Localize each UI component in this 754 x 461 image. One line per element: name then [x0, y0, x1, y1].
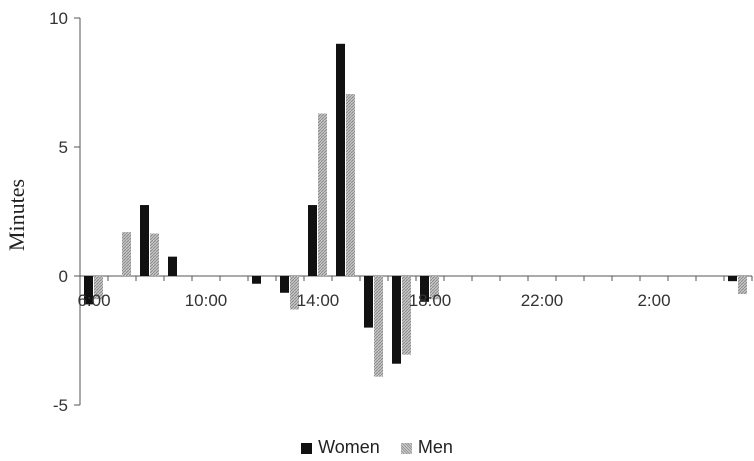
- x-tick-label: 18:00: [409, 291, 452, 310]
- bar-men: [430, 276, 439, 300]
- bar-women: [392, 276, 401, 364]
- axes: [74, 17, 753, 406]
- bar-men: [122, 232, 131, 276]
- bar-men: [374, 276, 383, 377]
- bar-men: [738, 276, 747, 295]
- legend: Women Men: [0, 436, 754, 458]
- bar-women: [168, 256, 177, 276]
- bar-women: [420, 276, 429, 302]
- bars: [84, 43, 747, 377]
- x-tick-label: 6:00: [77, 291, 110, 310]
- legend-label-women: Women: [318, 436, 380, 457]
- bar-women: [252, 276, 261, 284]
- legend-item-women: Women: [301, 437, 380, 458]
- x-tick-label: 14:00: [297, 291, 340, 310]
- y-tick-label: 0: [59, 267, 68, 286]
- bar-women: [728, 276, 737, 282]
- legend-item-men: Men: [400, 436, 453, 458]
- x-tick-label: 2:00: [637, 291, 670, 310]
- bar-men: [150, 233, 159, 276]
- bar-women: [280, 276, 289, 293]
- x-tick-label: 10:00: [185, 291, 228, 310]
- y-axis-label: Minutes: [4, 179, 29, 251]
- x-tick-label: 22:00: [521, 291, 564, 310]
- bar-women: [336, 43, 345, 276]
- labels: 10 5 0 -5 Minutes 6:00 10:00 14:00 18:00 22:00 2:0…: [4, 9, 671, 415]
- bar-women: [308, 205, 317, 276]
- y-tick-label: 10: [49, 9, 68, 28]
- bar-men: [94, 276, 103, 300]
- bar-women: [84, 276, 93, 305]
- bar-women: [140, 205, 149, 276]
- legend-swatch-men: [400, 442, 412, 454]
- y-tick-label: 5: [59, 138, 68, 157]
- bar-men: [290, 276, 299, 310]
- bar-men: [318, 113, 327, 277]
- y-tick-label: -5: [53, 396, 68, 415]
- legend-swatch-women: [301, 442, 313, 454]
- legend-label-men: Men: [417, 436, 453, 457]
- bar-men: [346, 94, 355, 276]
- bar-chart: 10 5 0 -5 Minutes 6:00 10:00 14:00 18:00 22:00 2:0…: [4, 9, 753, 415]
- bar-men: [402, 276, 411, 355]
- bar-women: [364, 276, 373, 328]
